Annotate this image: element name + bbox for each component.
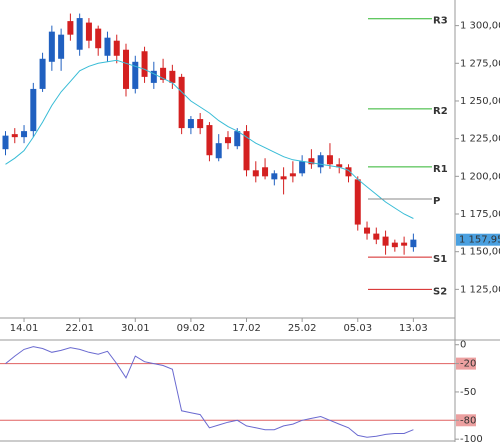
candle-body bbox=[2, 135, 9, 150]
candle-body bbox=[113, 40, 120, 56]
candle-body bbox=[39, 58, 46, 89]
y-tick-label: 1 150,00 bbox=[460, 247, 500, 258]
level-tag bbox=[456, 414, 476, 427]
y-tick-label: 1 300,00 bbox=[460, 21, 500, 32]
x-tick-label: 14.01 bbox=[10, 323, 39, 334]
candle-body bbox=[160, 67, 167, 80]
level-tag bbox=[456, 357, 476, 370]
y-tick-label: 1 275,00 bbox=[460, 58, 500, 69]
candle-body bbox=[410, 239, 417, 248]
x-tick-label: 05.03 bbox=[343, 323, 372, 334]
indicator-y-tick-label: 0 bbox=[460, 340, 466, 351]
candle-body bbox=[187, 119, 194, 129]
candle-body bbox=[234, 131, 241, 147]
candle-body bbox=[262, 167, 269, 177]
x-tick-label: 22.01 bbox=[65, 323, 94, 334]
candle-body bbox=[317, 155, 324, 168]
candle-body bbox=[178, 76, 185, 129]
pivot-label: R1 bbox=[433, 164, 448, 175]
candle-body bbox=[336, 164, 343, 168]
candle-body bbox=[141, 51, 148, 77]
x-tick-label: 13.03 bbox=[399, 323, 428, 334]
candle-body bbox=[169, 70, 176, 83]
candle-body bbox=[76, 18, 83, 50]
last-price-box bbox=[456, 233, 500, 246]
indicator-y-tick-label: -80 bbox=[460, 415, 476, 426]
candle-body bbox=[197, 119, 204, 129]
x-tick-label: 17.02 bbox=[232, 323, 261, 334]
indicator-y-tick-label: -100 bbox=[460, 434, 483, 442]
candle-body bbox=[206, 125, 213, 156]
last-price-label: 1 157,95 bbox=[459, 235, 500, 246]
candle-body bbox=[401, 242, 408, 246]
moving-average-line bbox=[5, 59, 414, 219]
indicator-y-tick-label: -50 bbox=[460, 387, 476, 398]
candle-body bbox=[11, 134, 18, 138]
candle-body bbox=[289, 173, 296, 177]
candle-body bbox=[67, 21, 74, 35]
candle-body bbox=[373, 233, 380, 240]
candle-body bbox=[215, 143, 222, 159]
pivot-label: S1 bbox=[433, 254, 447, 265]
pivot-label: R3 bbox=[433, 16, 448, 27]
candle-body bbox=[308, 158, 315, 165]
candle-body bbox=[58, 34, 65, 59]
x-tick-label: 25.02 bbox=[288, 323, 317, 334]
candle-body bbox=[243, 131, 250, 171]
y-tick-label: 1 225,00 bbox=[460, 134, 500, 145]
y-tick-label: 1 200,00 bbox=[460, 171, 500, 182]
candle-body bbox=[382, 236, 389, 246]
candle-body bbox=[364, 227, 371, 234]
candle-body bbox=[104, 37, 111, 56]
candle-body bbox=[280, 176, 287, 180]
indicator-y-tick-label: -20 bbox=[460, 359, 476, 370]
candle-body bbox=[48, 31, 55, 62]
pivot-label: S2 bbox=[433, 286, 447, 297]
candle-body bbox=[299, 161, 306, 174]
candle-body bbox=[354, 179, 361, 225]
candle-body bbox=[224, 137, 231, 144]
candle-body bbox=[252, 170, 259, 177]
candle-body bbox=[21, 131, 28, 138]
y-tick-label: 1 250,00 bbox=[460, 96, 500, 107]
pivot-label: R2 bbox=[433, 106, 448, 117]
candle-body bbox=[132, 61, 139, 89]
candle-body bbox=[30, 88, 37, 132]
x-tick-label: 09.02 bbox=[177, 323, 206, 334]
candle-body bbox=[150, 70, 157, 83]
candle-body bbox=[345, 167, 352, 177]
candle-body bbox=[123, 49, 130, 89]
candle-body bbox=[391, 242, 398, 248]
pivot-label: P bbox=[433, 196, 440, 207]
candle-body bbox=[271, 173, 278, 180]
indicator-line bbox=[5, 346, 414, 438]
candle-body bbox=[326, 155, 333, 165]
candle-body bbox=[95, 28, 102, 49]
x-tick-label: 30.01 bbox=[121, 323, 150, 334]
candle-body bbox=[85, 22, 92, 41]
y-tick-label: 1 125,00 bbox=[460, 284, 500, 295]
y-tick-label: 1 175,00 bbox=[460, 209, 500, 220]
